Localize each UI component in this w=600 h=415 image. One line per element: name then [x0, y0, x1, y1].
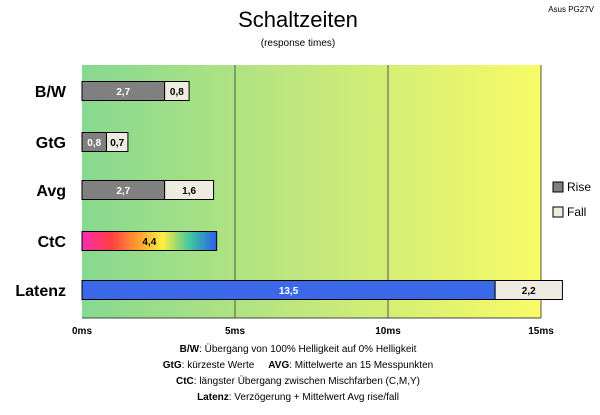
note-bw-text: : Übergang von 100% Helligkeit auf 0% He… [199, 343, 417, 355]
legend-label-fall: Fall [567, 205, 586, 219]
note-avg-term: AVG [268, 360, 289, 371]
category-labels: B/W GtG Avg CtC Latenz [15, 84, 67, 300]
legend-label-rise: Rise [567, 180, 591, 194]
note-ctc: CtC: längster Übergang zwischen Mischfar… [176, 375, 420, 387]
x-axis-ticks: 0ms 5ms 10ms 15ms [72, 326, 554, 337]
note-ctc-text: : längster Übergang zwischen Mischfarben… [194, 375, 420, 387]
bar-rise [81, 231, 218, 251]
note-latenz: Latenz: Verzögerung + Mittelwert Avg ris… [197, 392, 399, 403]
category-label: CtC [38, 234, 67, 251]
x-tick-label: 0ms [72, 326, 92, 337]
bar-label-fall: 2,2 [522, 286, 536, 297]
note-avg-text: : Mittelwerte an 15 Messpunkten [289, 360, 433, 371]
bar-label-rise: 0,8 [87, 138, 101, 149]
legend-swatch-fall [552, 206, 564, 218]
bar-fall [164, 81, 190, 101]
bar-label-fall: 1,6 [182, 186, 196, 197]
category-label: Latenz [15, 283, 66, 300]
x-tick-label: 10ms [375, 326, 401, 337]
legend-swatch-rise [552, 181, 564, 193]
bars: 2,7 0,8 0,8 0,7 2,7 1,6 4,4 13,5 2,2 [81, 81, 563, 300]
chart-subtitle: (response times) [261, 38, 335, 49]
category-label: Avg [36, 183, 66, 200]
note-gtg-text: : kürzeste Werte [182, 360, 255, 371]
note-bw-term: B/W [180, 344, 200, 355]
grid-lines [82, 65, 542, 319]
bar-fall [105, 132, 129, 152]
corner-label: Asus PG27V [548, 5, 594, 14]
bar-label-rise: 2,7 [116, 87, 130, 98]
note-latenz-text: : Verzögerung + Mittelwert Avg rise/fall [229, 392, 399, 403]
bar-label-rise: 4,4 [142, 237, 156, 248]
note-gtg-avg: GtG: kürzeste Werte AVG: Mittelwerte an 1… [163, 360, 433, 371]
x-tick-label: 5ms [225, 326, 245, 337]
footnotes: B/W: Übergang von 100% Helligkeit auf 0%… [163, 343, 433, 403]
bar-label-rise: 13,5 [279, 286, 299, 297]
bar-label-rise: 2,7 [116, 186, 130, 197]
note-gtg-term: GtG [163, 360, 182, 371]
category-label: B/W [35, 84, 67, 101]
chart-title: Schaltzeiten [238, 7, 358, 32]
note-latenz-term: Latenz [197, 392, 229, 403]
category-label: GtG [36, 135, 66, 152]
bar-fall [494, 280, 563, 300]
bar-fall [164, 180, 215, 200]
bar-label-fall: 0,7 [110, 138, 124, 149]
note-ctc-term: CtC [176, 376, 194, 387]
legend: Rise Fall [552, 180, 591, 219]
bar-label-fall: 0,8 [170, 87, 184, 98]
note-bw: B/W: Übergang von 100% Helligkeit auf 0%… [180, 343, 417, 355]
x-tick-label: 15ms [528, 326, 554, 337]
